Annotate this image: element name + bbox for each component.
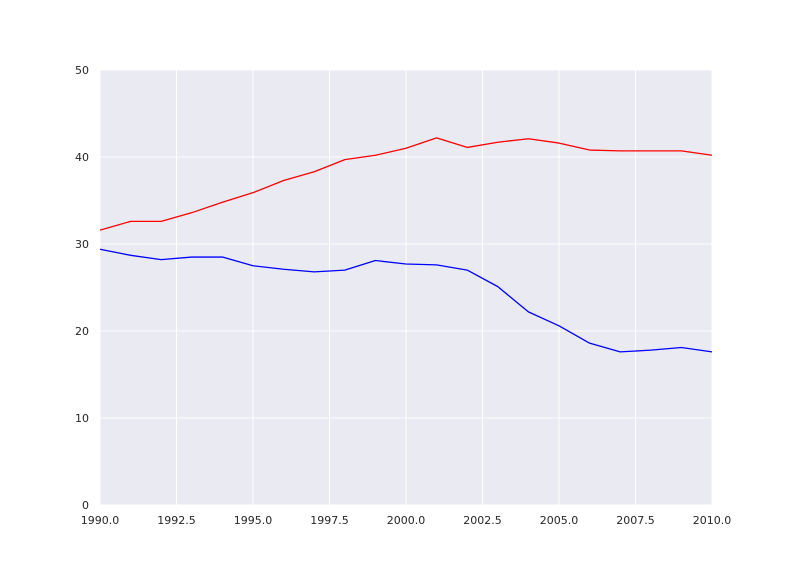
- x-tick-label: 2007.5: [616, 514, 655, 527]
- series-line-1: [99, 248, 713, 353]
- y-tick-label: 40: [75, 151, 89, 164]
- y-axis: 0 10 20 30 40 50: [75, 64, 89, 512]
- y-tick-label: 50: [75, 64, 89, 77]
- series-line-0: [99, 137, 713, 231]
- x-tick-label: 2010.0: [693, 514, 732, 527]
- x-tick-label: 1997.5: [310, 514, 349, 527]
- x-tick-label: 2002.5: [463, 514, 502, 527]
- x-axis: 1990.0 1992.5 1995.0 1997.5 2000.0 2002.5 2005…: [81, 514, 732, 527]
- y-tick-label: 0: [82, 499, 89, 512]
- x-tick-label: 2000.0: [387, 514, 426, 527]
- x-tick-label: 1995.0: [234, 514, 273, 527]
- x-tick-label: 1992.5: [157, 514, 196, 527]
- series-lines: [99, 137, 713, 353]
- y-tick-label: 10: [75, 412, 89, 425]
- x-tick-label: 1990.0: [81, 514, 120, 527]
- y-tick-label: 30: [75, 238, 89, 251]
- x-tick-label: 2005.0: [540, 514, 579, 527]
- grid-lines: [99, 69, 713, 506]
- y-tick-label: 20: [75, 325, 89, 338]
